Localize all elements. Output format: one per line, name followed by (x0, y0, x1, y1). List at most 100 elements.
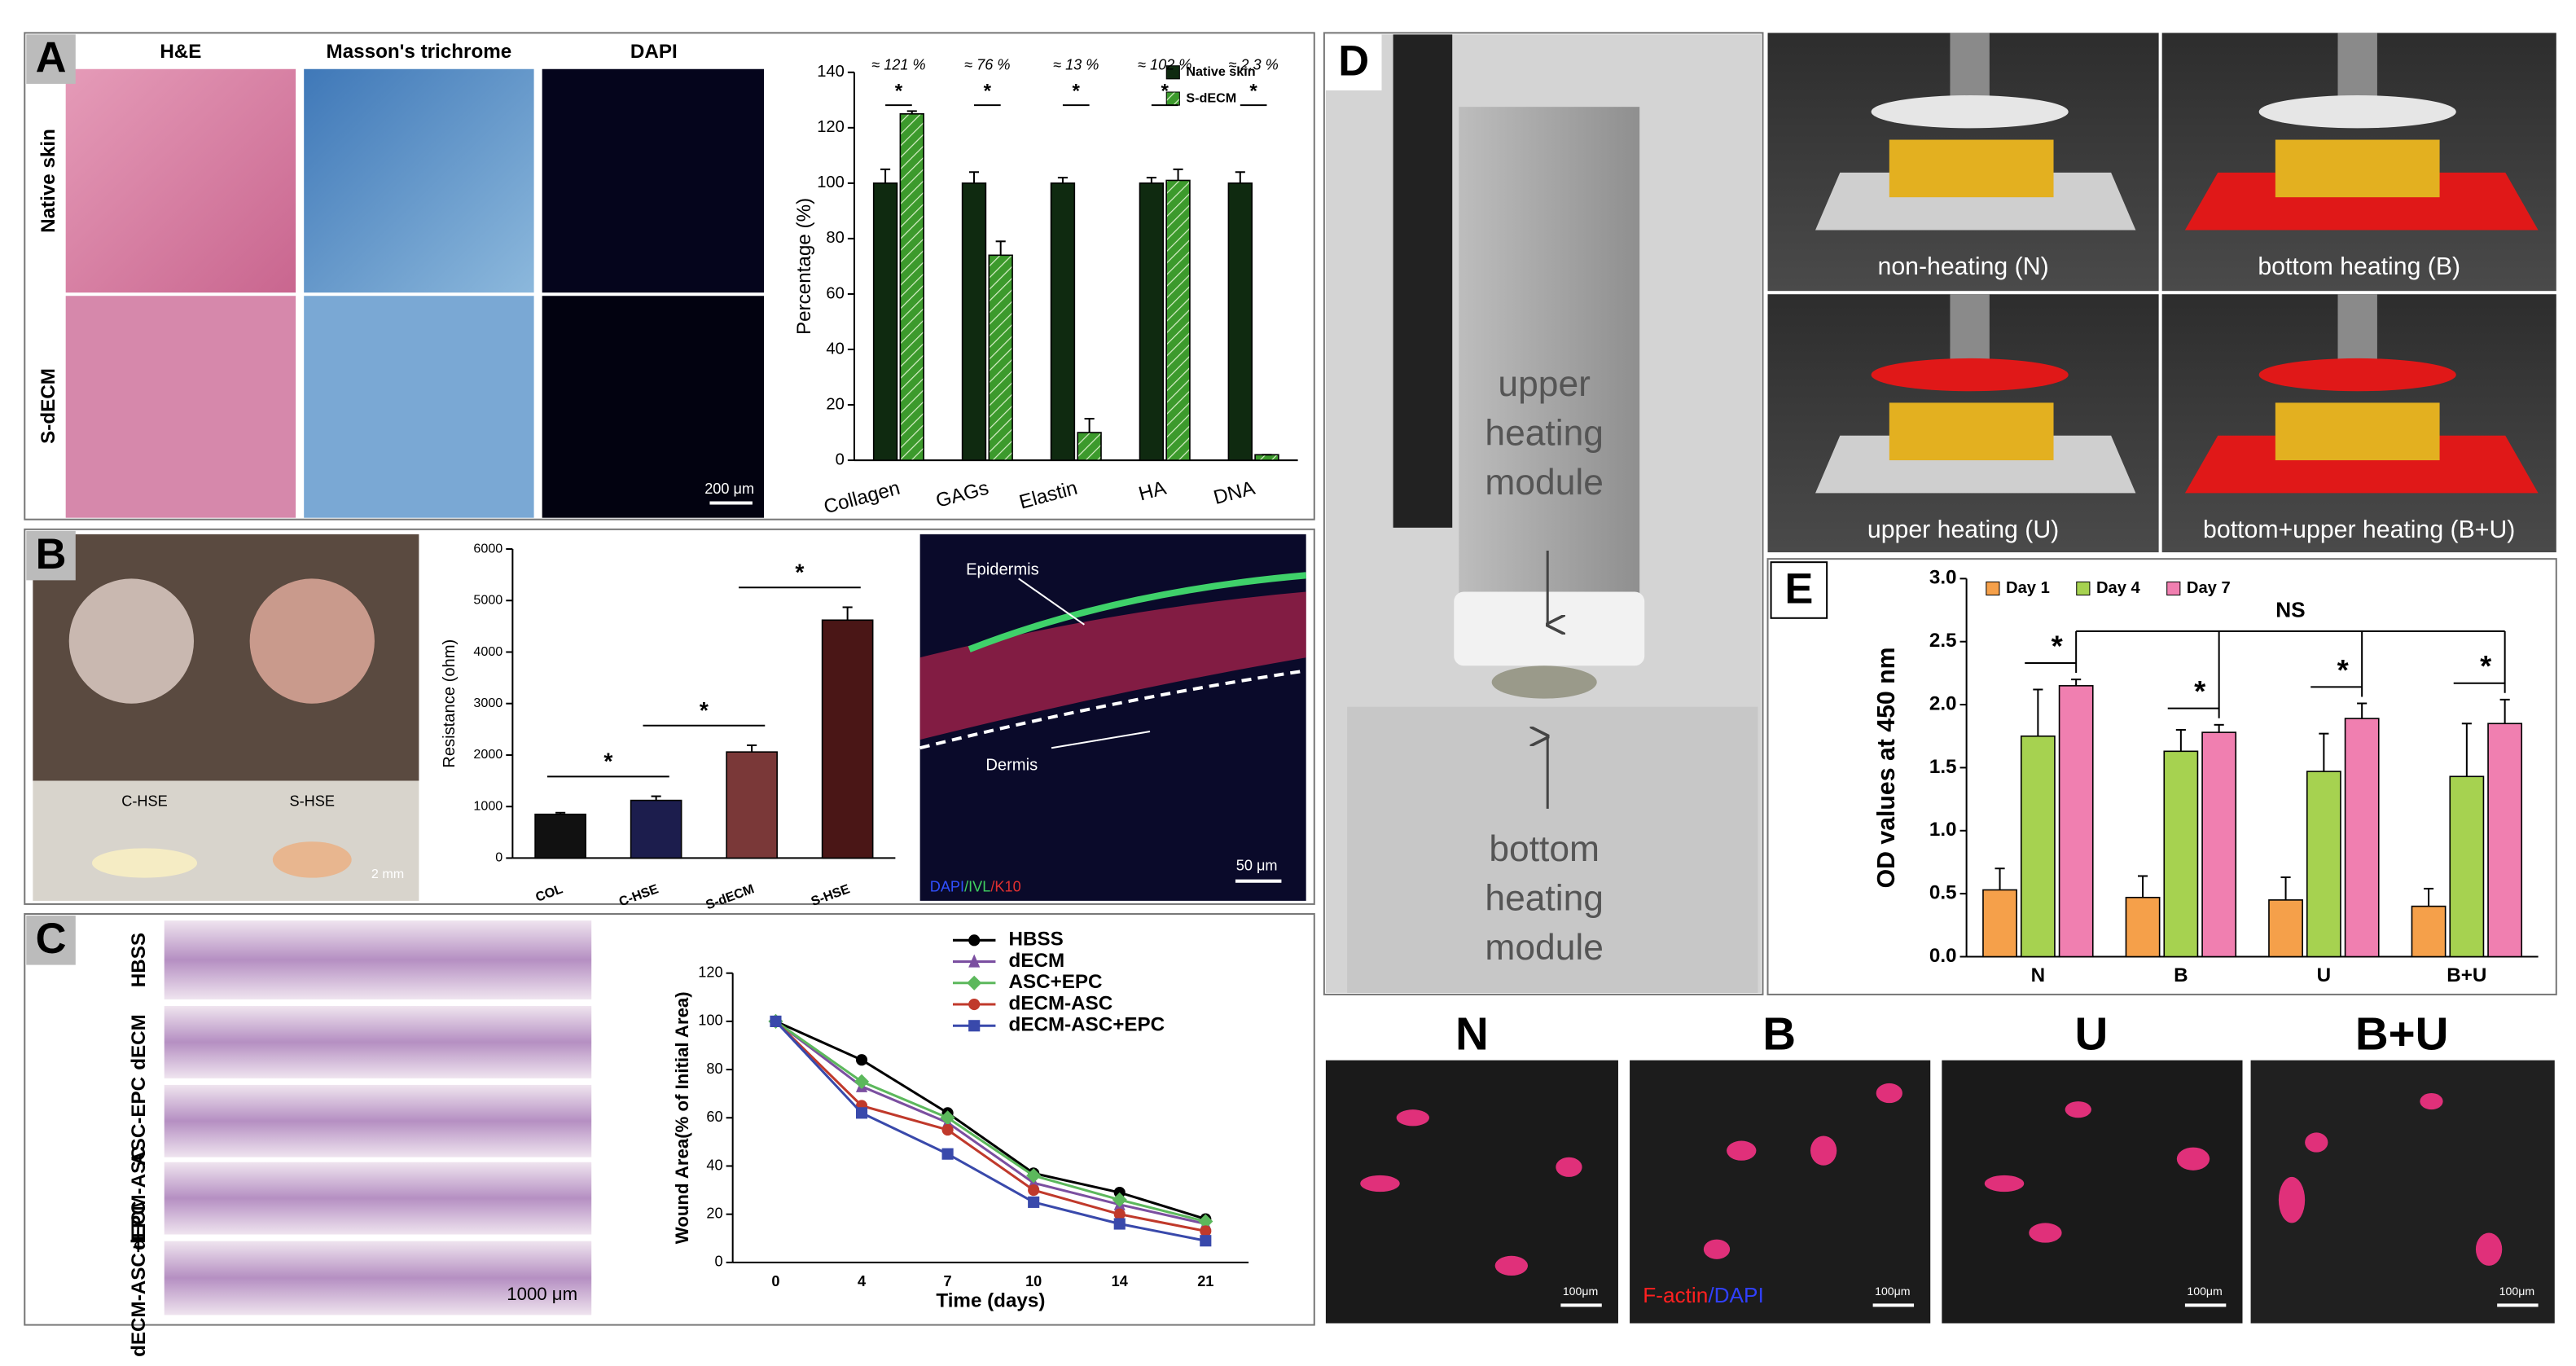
panel-frame (24, 528, 1315, 905)
panel-frame (24, 32, 1315, 520)
sample (249, 578, 375, 704)
cell (1556, 1157, 1582, 1177)
render-label: bottom heating (B) (2258, 253, 2460, 280)
cell (2278, 1176, 2306, 1223)
x-tick-label: U (2317, 964, 2331, 986)
y-tick-label: 80 (706, 1061, 722, 1077)
marker (968, 934, 981, 947)
marker (1112, 1192, 1127, 1207)
pointer (1051, 731, 1151, 749)
y-axis-label: OD values at 450 nm (1873, 647, 1900, 888)
sample (272, 841, 352, 878)
cell (2475, 1232, 2503, 1266)
histology-strip (164, 1006, 592, 1078)
stain: DAPI (930, 879, 964, 895)
cell-image (1942, 1060, 2243, 1324)
print (1491, 665, 1597, 699)
stain: /IVL (964, 879, 990, 895)
line (775, 1020, 1206, 1221)
bar (2306, 771, 2341, 958)
y-tick-label: 3.0 (1929, 567, 1957, 589)
cell (1494, 1255, 1529, 1276)
label-box (26, 530, 76, 581)
bar (2411, 905, 2447, 958)
marker (855, 1054, 868, 1066)
scaffold (1889, 139, 2054, 198)
cell (2065, 1101, 2091, 1118)
bar (1050, 182, 1076, 461)
scale-bar-label: 100μm (2187, 1285, 2222, 1298)
histology-strip (164, 920, 592, 999)
legend-swatch (1165, 65, 1180, 80)
heated-plate (2184, 435, 2539, 494)
significance: * (2337, 653, 2350, 687)
legend-label: Day 1 (2006, 579, 2050, 597)
marker (967, 975, 982, 990)
he-image (65, 68, 296, 293)
column-header: U (2075, 1008, 2109, 1059)
x-tick-label: B (2174, 964, 2188, 986)
panel-label: D (1338, 38, 1369, 86)
layer-label: Dermis (985, 757, 1038, 775)
histology-strip (164, 1241, 592, 1315)
y-tick-label: 20 (706, 1205, 722, 1221)
x-tick-label: B+U (2447, 964, 2486, 986)
bar (2163, 750, 2199, 958)
x-axis-label: Time (days) (936, 1290, 1045, 1312)
marker (941, 1148, 954, 1160)
y-tick-label: 1000 (473, 798, 502, 813)
bar (872, 182, 898, 461)
stain: /DAPI (1708, 1283, 1763, 1307)
panel-frame (1323, 32, 1764, 995)
shaft (2337, 33, 2377, 108)
scale-bar-label: 2 mm (371, 867, 404, 881)
column-header: DAPI (630, 41, 678, 63)
marker (1113, 1218, 1126, 1230)
y-tick-label: 40 (706, 1157, 722, 1173)
marker (1028, 1196, 1040, 1208)
cells (1360, 1083, 2503, 1276)
bar (1254, 454, 1279, 461)
marker (1198, 1214, 1213, 1229)
y-tick-label: 2.0 (1929, 692, 1957, 714)
scale-bar-label: 200 μm (704, 481, 754, 497)
y-tick-label: 100 (698, 1012, 722, 1029)
legend-label: S-dECM (1186, 90, 1236, 105)
scale-bar-label: 50 μm (1236, 857, 1278, 873)
panel-label: E (1784, 565, 1813, 613)
significance: * (2052, 629, 2064, 662)
label-box (1325, 34, 1382, 90)
marker (1113, 1208, 1126, 1220)
legend-label: Day 4 (2096, 579, 2141, 597)
module-label: heating (1485, 879, 1604, 919)
legend-label: HBSS (1009, 929, 1064, 951)
marker (968, 954, 981, 968)
shaft (1950, 33, 1990, 108)
scale-bar-label: 100μm (1563, 1285, 1598, 1298)
module-label: heating (1485, 413, 1604, 453)
x-tick-label: 4 (858, 1273, 866, 1289)
y-tick-label: 40 (826, 340, 844, 358)
bar (1139, 182, 1165, 461)
legend-swatch (2166, 581, 2181, 596)
y-tick-label: 0 (714, 1254, 722, 1270)
bar (630, 799, 682, 859)
y-tick-label: 1.0 (1929, 819, 1957, 841)
y-tick-label: 0 (836, 450, 845, 468)
bar (2268, 899, 2303, 958)
sample (91, 848, 198, 878)
significance: * (2194, 674, 2206, 708)
column-header: B (1762, 1008, 1796, 1059)
shaft (2337, 294, 2377, 369)
layer-label: Epidermis (966, 561, 1039, 579)
significance: * (895, 80, 903, 102)
marker (941, 1124, 954, 1136)
x-tick-label: N (2031, 964, 2045, 986)
significance: * (795, 560, 804, 586)
he-image (65, 296, 296, 518)
module-label: module (1485, 463, 1604, 503)
marker (1028, 1184, 1040, 1197)
bar (988, 254, 1013, 461)
scale-bar-label: 1000 μm (507, 1284, 577, 1304)
